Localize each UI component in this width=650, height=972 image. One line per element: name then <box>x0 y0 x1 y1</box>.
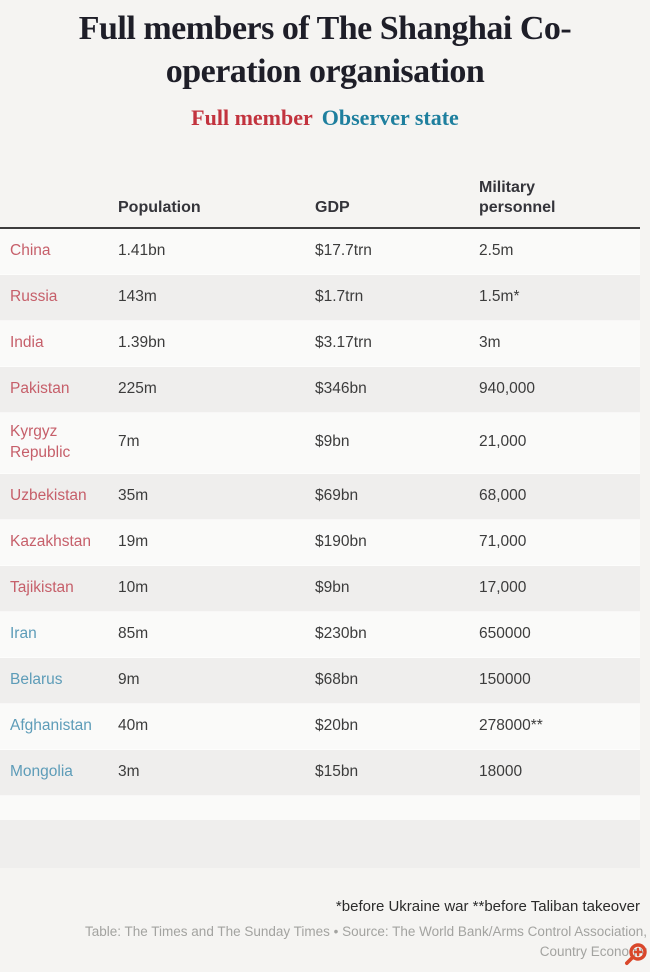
military-cell: 21,000 <box>479 433 527 451</box>
population-cell: 40m <box>118 716 149 734</box>
empty-row <box>0 819 640 868</box>
military-cell: 278000** <box>479 716 543 734</box>
gdp-cell: $9bn <box>315 578 350 596</box>
header-divider <box>0 226 640 229</box>
gdp-cell: $15bn <box>315 762 359 780</box>
military-cell: 17,000 <box>479 578 527 596</box>
military-cell: 150000 <box>479 670 531 688</box>
population-cell: 19m <box>118 532 149 550</box>
population-cell: 143m <box>118 287 157 305</box>
page-title-line-2: operation organisation <box>165 52 485 90</box>
military-cell: 18000 <box>479 762 523 780</box>
footnote: *before Ukraine war **before Taliban tak… <box>335 897 640 915</box>
page-title: Full members of The Shanghai Co- operati… <box>0 8 650 94</box>
population-cell: 9m <box>118 670 140 688</box>
population-cell: 35m <box>118 486 149 504</box>
country-cell: Belarus <box>10 670 63 688</box>
enlarge-button[interactable] <box>621 941 649 969</box>
country-cell: Kyrgyz Republic <box>10 422 71 461</box>
country-cell: Mongolia <box>10 762 73 780</box>
empty-row <box>0 795 640 820</box>
population-cell: 1.41bn <box>118 241 166 259</box>
table-row: China 1.41bn $17.7trn 2.5m <box>0 228 640 275</box>
gdp-cell: $17.7trn <box>315 241 372 259</box>
population-cell: 85m <box>118 624 149 642</box>
table-row: India 1.39bn $3.17trn 3m <box>0 320 640 367</box>
gdp-cell: $3.17trn <box>315 333 372 351</box>
chart-header: Full members of The Shanghai Co- operati… <box>0 0 650 131</box>
legend: Full member Observer state <box>0 105 650 131</box>
table-row: Russia 143m $1.7trn 1.5m* <box>0 274 640 321</box>
sco-members-table: Population GDP Military personnel China … <box>0 167 640 868</box>
population-cell: 7m <box>118 433 140 451</box>
country-cell: China <box>10 241 51 259</box>
gdp-cell: $69bn <box>315 486 359 504</box>
gdp-cell: $230bn <box>315 624 367 642</box>
table-header-row: Population GDP Military personnel <box>0 167 640 227</box>
country-cell: Kazakhstan <box>10 532 91 550</box>
military-cell: 650000 <box>479 624 531 642</box>
military-cell: 68,000 <box>479 486 527 504</box>
gdp-cell: $68bn <box>315 670 359 688</box>
table-row: Kyrgyz Republic 7m $9bn 21,000 <box>0 412 640 474</box>
column-header-gdp: GDP <box>315 198 350 216</box>
credit-line: Table: The Times and The Sunday Times • … <box>0 922 650 963</box>
military-cell: 940,000 <box>479 379 536 397</box>
country-cell: India <box>10 333 44 351</box>
country-cell: Uzbekistan <box>10 486 87 504</box>
country-cell: Tajikistan <box>10 578 74 596</box>
military-cell: 3m <box>479 333 501 351</box>
column-header-population: Population <box>118 198 201 216</box>
credit-line-2: Country Economy <box>539 943 647 959</box>
population-cell: 225m <box>118 379 157 397</box>
population-cell: 1.39bn <box>118 333 166 351</box>
column-header-military-personnel: Military personnel <box>479 178 556 216</box>
military-cell: 1.5m* <box>479 287 520 305</box>
gdp-cell: $20bn <box>315 716 359 734</box>
military-cell: 71,000 <box>479 532 527 550</box>
population-cell: 10m <box>118 578 149 596</box>
legend-full-member: Full member <box>191 104 313 130</box>
gdp-cell: $346bn <box>315 379 367 397</box>
country-cell: Afghanistan <box>10 716 92 734</box>
military-cell: 2.5m <box>479 241 514 259</box>
magnifier-plus-icon <box>621 943 649 972</box>
gdp-cell: $9bn <box>315 433 350 451</box>
legend-observer-state: Observer state <box>321 104 459 130</box>
table-row: Tajikistan 10m $9bn 17,000 <box>0 565 640 612</box>
credit-line-1: Table: The Times and The Sunday Times • … <box>85 923 647 939</box>
table-row: Mongolia 3m $15bn 18000 <box>0 749 640 796</box>
table-body: China 1.41bn $17.7trn 2.5m Russia 143m $… <box>0 228 640 796</box>
country-cell: Pakistan <box>10 379 70 397</box>
page-title-line-1: Full members of The Shanghai Co- <box>78 10 572 47</box>
country-cell: Russia <box>10 287 58 305</box>
population-cell: 3m <box>118 762 140 780</box>
table-row: Pakistan 225m $346bn 940,000 <box>0 366 640 413</box>
table-row: Kazakhstan 19m $190bn 71,000 <box>0 519 640 566</box>
table-row: Afghanistan 40m $20bn 278000** <box>0 703 640 750</box>
table-row: Iran 85m $230bn 650000 <box>0 611 640 658</box>
gdp-cell: $1.7trn <box>315 287 364 305</box>
table-row: Uzbekistan 35m $69bn 68,000 <box>0 473 640 520</box>
table-row: Belarus 9m $68bn 150000 <box>0 657 640 704</box>
gdp-cell: $190bn <box>315 532 367 550</box>
country-cell: Iran <box>10 624 37 642</box>
